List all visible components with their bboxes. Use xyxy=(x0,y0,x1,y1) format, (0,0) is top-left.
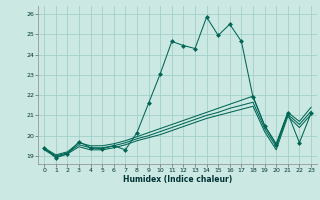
X-axis label: Humidex (Indice chaleur): Humidex (Indice chaleur) xyxy=(123,175,232,184)
